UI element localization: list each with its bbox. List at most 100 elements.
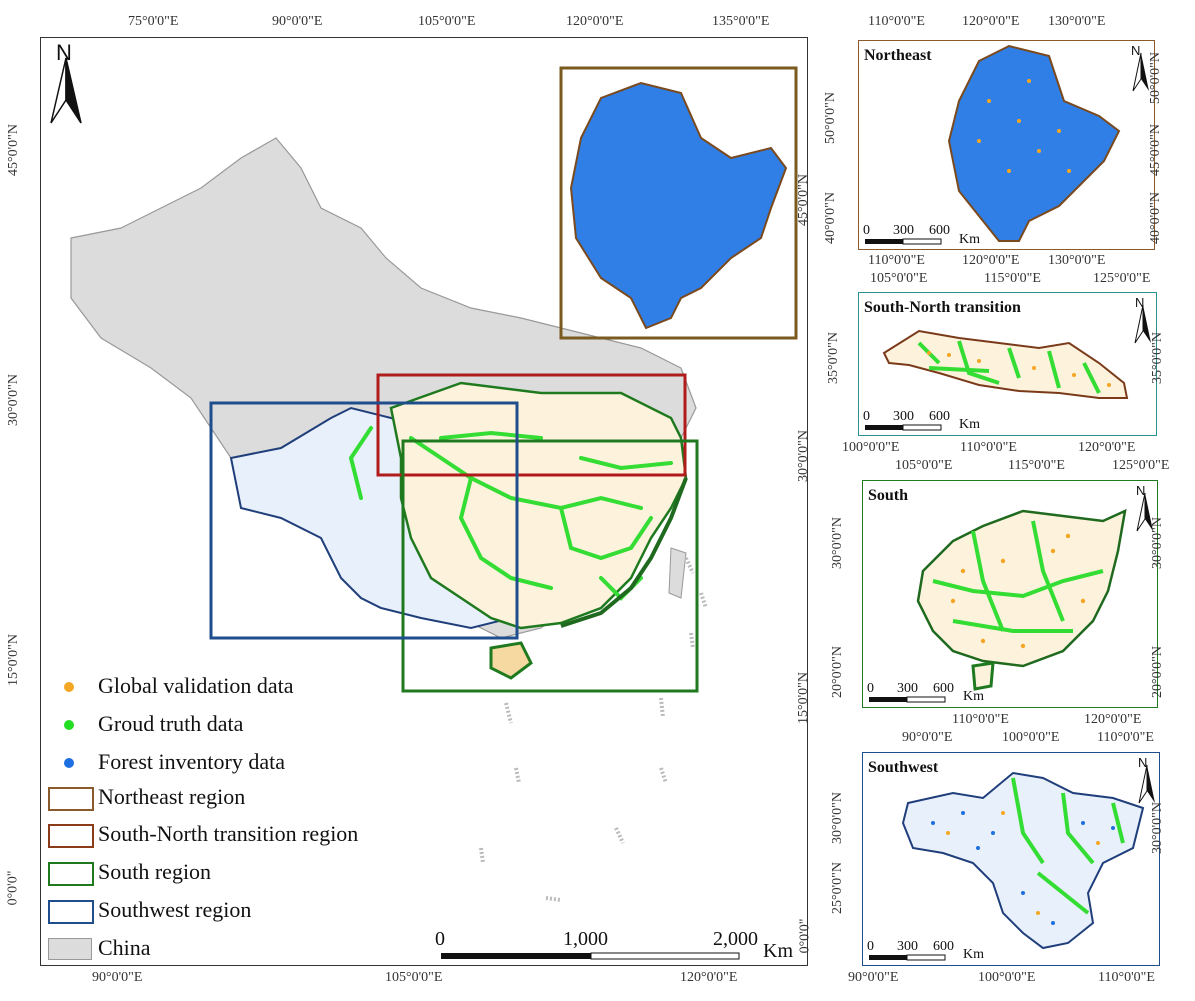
north-arrow-icon (1136, 492, 1153, 532)
scale-unit: Km (963, 947, 984, 962)
transition-region-box (376, 373, 687, 477)
main-right-tick: 15°0'0"N (795, 672, 811, 724)
southwest-region-box (209, 401, 519, 640)
legend-label: Groud truth data (98, 711, 244, 736)
panel-title: South (868, 487, 909, 504)
main-map: 0 1,000 2,000 Km N (40, 37, 808, 966)
panel-north-label: N (1135, 295, 1145, 310)
scale-unit: Km (963, 689, 984, 704)
scale-label: 300 (893, 409, 914, 424)
south-top-tick: 105°0'0"E (895, 458, 953, 473)
south-right-tick: 30°0'0"N (1149, 517, 1165, 569)
sw-right-tick: 30°0'0"N (1149, 802, 1165, 854)
snt-bottom-tick: 110°0'0"E (960, 440, 1017, 455)
legend-label: South-North transition region (98, 821, 359, 846)
snt-top-tick: 115°0'0"E (984, 271, 1041, 286)
legend-label: Forest inventory data (98, 749, 285, 774)
sw-bottom-tick: 100°0'0"E (978, 970, 1036, 985)
sw-left-tick: 25°0'0"N (829, 862, 845, 914)
panel-title: Northeast (864, 47, 932, 64)
south-top-tick: 115°0'0"E (1008, 458, 1065, 473)
main-left-tick: 30°0'0"N (5, 374, 21, 426)
main-right-tick: 0°0'0" (797, 918, 813, 954)
scale-label: 300 (893, 223, 914, 238)
main-left-tick: 15°0'0"N (5, 634, 21, 686)
panel-north-label: N (1131, 43, 1141, 58)
main-top-tick: 135°0'0"E (712, 14, 770, 29)
legend-swatch-northeast (48, 787, 94, 811)
south-left-tick: 30°0'0"N (829, 517, 845, 569)
south-right-tick: 20°0'0"N (1149, 646, 1165, 698)
legend-label: China (98, 935, 151, 960)
legend-swatch-transition (48, 824, 94, 848)
scale-unit: Km (959, 417, 980, 432)
north-label: N (56, 40, 72, 65)
ne-top-tick: 130°0'0"E (1048, 14, 1106, 29)
ne-right-tick: 45°0'0"N (1147, 124, 1163, 176)
snt-top-tick: 125°0'0"E (1093, 271, 1151, 286)
main-left-tick: 0°0'0" (5, 870, 21, 906)
snt-bottom-tick: 100°0'0"E (842, 440, 900, 455)
ne-left-tick: 40°0'0"N (822, 192, 838, 244)
south-region-box (401, 439, 699, 693)
south-left-tick: 20°0'0"N (829, 646, 845, 698)
legend-label: Global validation data (98, 673, 294, 698)
legend-swatch-south (48, 862, 94, 886)
panel-south: South N 0 300 600 Km (862, 480, 1158, 708)
snt-bottom-tick: 120°0'0"E (1078, 440, 1136, 455)
scale-label: 600 (929, 409, 950, 424)
north-arrow-icon (1132, 52, 1149, 92)
legend-label: Northeast region (98, 784, 246, 809)
sw-bottom-tick: 110°0'0"E (1098, 970, 1155, 985)
north-arrow-icon (1138, 764, 1155, 804)
panel-northeast: Northeast N 0 300 600 Km (858, 40, 1155, 250)
snt-right-tick: 35°0'0"N (1149, 332, 1165, 384)
sw-left-tick: 30°0'0"N (829, 792, 845, 844)
main-left-tick: 45°0'0"N (5, 124, 21, 176)
south-bottom-tick: 110°0'0"E (952, 712, 1009, 727)
main-right-tick: 30°0'0"N (795, 430, 811, 482)
scale-label-0: 0 (435, 928, 445, 950)
snt-top-tick: 105°0'0"E (870, 271, 928, 286)
legend-dot-ground (64, 720, 74, 730)
main-top-tick: 105°0'0"E (418, 14, 476, 29)
south-bottom-tick: 120°0'0"E (1084, 712, 1142, 727)
ne-right-tick: 40°0'0"N (1147, 192, 1163, 244)
main-top-tick: 120°0'0"E (566, 14, 624, 29)
scale-label: 600 (929, 223, 950, 238)
main-top-tick: 75°0'0"E (128, 14, 179, 29)
main-bottom-tick: 120°0'0"E (680, 970, 738, 985)
panel-north-label: N (1138, 755, 1148, 770)
sw-bottom-tick: 90°0'0"E (848, 970, 899, 985)
sw-top-tick: 110°0'0"E (1097, 730, 1154, 745)
ne-top-tick: 120°0'0"E (962, 14, 1020, 29)
snt-left-tick: 35°0'0"N (825, 332, 841, 384)
scale-label: 0 (863, 409, 870, 424)
legend-dot-forest (64, 758, 74, 768)
panel-south-north-transition: South-North transition N 0 300 600 Km (858, 292, 1157, 436)
main-right-tick: 45°0'0"N (795, 174, 811, 226)
ne-right-tick: 50°0'0"N (1147, 52, 1163, 104)
main-map-canvas (50, 57, 798, 960)
north-arrow-icon (1134, 304, 1151, 344)
ne-left-tick: 50°0'0"N (822, 92, 838, 144)
main-bottom-tick: 105°0'0"E (385, 970, 443, 985)
main-scale-bar (441, 952, 740, 960)
scale-label: 600 (933, 681, 954, 696)
panel-north-label: N (1136, 483, 1146, 498)
legend-swatch-southwest (48, 900, 94, 924)
legend-label: South region (98, 859, 212, 884)
sw-top-tick: 100°0'0"E (1002, 730, 1060, 745)
panel-title: South-North transition (864, 299, 1021, 316)
sw-top-tick: 90°0'0"E (902, 730, 953, 745)
ne-bottom-tick: 110°0'0"E (868, 253, 925, 268)
panel-title: Southwest (868, 759, 939, 776)
legend-swatch-china (48, 938, 92, 960)
scale-label: 600 (933, 939, 954, 954)
main-top-tick: 90°0'0"E (272, 14, 323, 29)
scale-label: 300 (897, 939, 918, 954)
scale-label: 0 (867, 939, 874, 954)
north-arrow-icon (50, 57, 82, 124)
scale-unit: Km (763, 940, 793, 962)
scale-label: 0 (863, 223, 870, 238)
